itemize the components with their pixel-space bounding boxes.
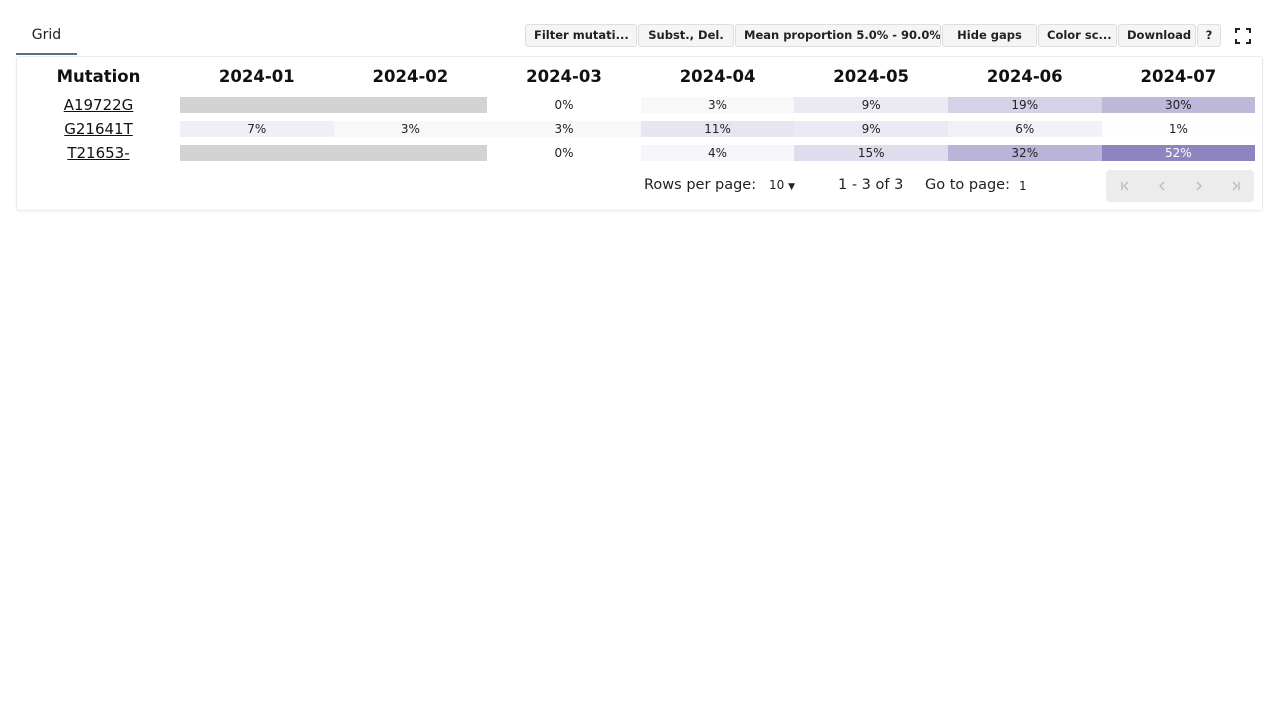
page-nav [1106,170,1254,202]
last-page-button[interactable] [1217,170,1254,202]
column-header-date: 2024-05 [833,67,910,86]
proportion-cell [180,145,334,161]
last-page-icon [1232,181,1240,191]
rows-per-page-label: Rows per page: [644,177,757,193]
proportion-cell: 32% [947,145,1102,161]
chevron-left-icon [1158,181,1164,191]
column-header-date: 2024-06 [986,67,1063,86]
column-header-date: 2024-04 [679,67,756,86]
help-button[interactable]: ? [1197,24,1221,47]
tab-grid[interactable]: Grid [16,18,77,55]
toolbar: Filter mutati... Subst., Del. Mean propo… [524,24,1263,47]
column-header-date: 2024-01 [218,67,295,86]
goto-page-input[interactable] [1015,177,1083,195]
proportion-cell: 11% [640,121,795,137]
goto-page-label: Go to page: [925,177,1010,193]
tab-bar: Grid [16,18,1264,56]
chevron-right-icon [1196,181,1202,191]
next-page-button[interactable] [1180,170,1217,202]
column-header-date: 2024-02 [372,67,449,86]
proportion-cell: 9% [794,97,948,113]
proportion-cell: 1% [1101,121,1256,137]
column-header-mutation: Mutation [56,67,141,86]
column-header-date: 2024-07 [1140,67,1217,86]
pagination: Rows per page: 10 ▼ 1 - 3 of 3 Go to pag… [0,170,1280,202]
proportion-cell: 52% [1101,145,1256,161]
proportion-cell: 7% [180,121,334,137]
proportion-cell: 15% [794,145,948,161]
previous-page-button[interactable] [1143,170,1180,202]
fullscreen-icon [1234,27,1251,44]
first-page-icon [1120,181,1128,191]
mutation-link[interactable]: A19722G [63,96,134,114]
proportion-cell: 4% [640,145,795,161]
proportion-cell [333,145,488,161]
rows-per-page-select[interactable]: 10 ▼ [769,178,795,192]
download-button[interactable]: Download [1118,24,1196,47]
proportion-cell: 0% [487,145,641,161]
proportion-cell: 0% [487,97,641,113]
proportion-cell [180,97,334,113]
hide-gaps-button[interactable]: Hide gaps [942,24,1037,47]
mutation-grid: Mutation 2024-01 2024-02 2024-03 2024-04 2024… [17,61,1256,165]
grid-panel [16,56,1263,211]
page-range: 1 - 3 of 3 [838,177,904,193]
chevron-down-icon: ▼ [788,182,796,192]
proportion-cell: 6% [947,121,1102,137]
color-scale-button[interactable]: Color sc... [1038,24,1117,47]
proportion-cell: 3% [640,97,795,113]
proportion-cell: 9% [794,121,948,137]
first-page-button[interactable] [1106,170,1143,202]
mutation-link[interactable]: G21641T [64,120,133,138]
proportion-cell: 19% [947,97,1102,113]
proportion-cell [333,97,488,113]
fullscreen-button[interactable] [1222,24,1263,47]
filter-mutations-button[interactable]: Filter mutati... [525,24,637,47]
mutation-link[interactable]: T21653- [67,144,130,162]
proportion-interval-button[interactable]: Mean proportion 5.0% - 90.0% [735,24,941,47]
proportion-cell: 3% [487,121,641,137]
column-header-date: 2024-03 [526,67,602,86]
mutation-types-button[interactable]: Subst., Del. [638,24,734,47]
rows-per-page-value: 10 [769,178,785,192]
proportion-cell: 30% [1101,97,1256,113]
proportion-cell: 3% [333,121,488,137]
